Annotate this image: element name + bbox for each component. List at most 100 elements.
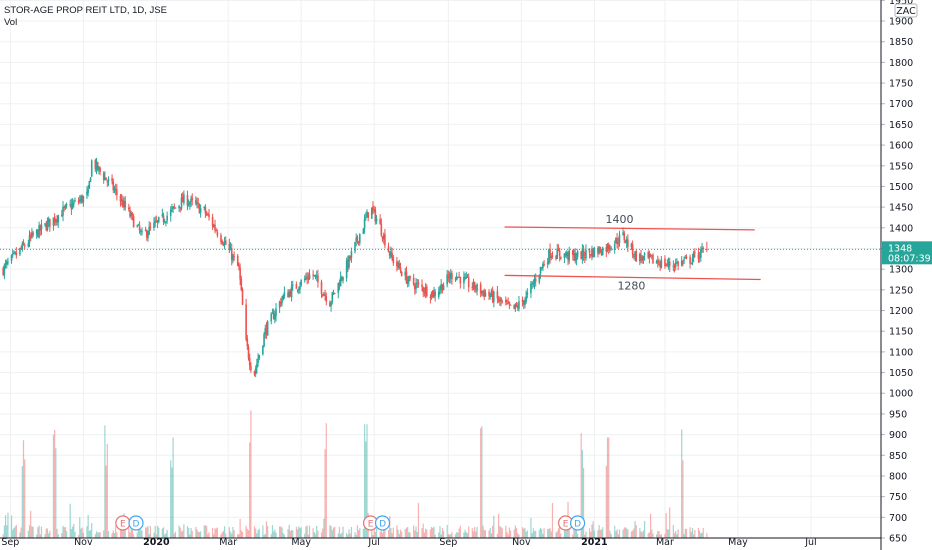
trend-line-1280[interactable] [504, 274, 761, 281]
candle-body [692, 252, 695, 259]
candle-body [250, 365, 252, 371]
candle-body [656, 260, 659, 263]
candle-body [132, 216, 135, 228]
candle-body [408, 276, 410, 282]
volume-bar [468, 526, 470, 538]
volume-bar [606, 437, 609, 538]
volume-bar [365, 441, 367, 538]
event-marker-D[interactable] [374, 515, 391, 531]
volume-bar [475, 531, 477, 538]
candle-body [422, 287, 425, 293]
candle-body [80, 196, 82, 201]
candle-body [337, 282, 340, 293]
candle-body [572, 250, 574, 256]
candle-body [63, 207, 66, 209]
volume-bar [330, 525, 332, 538]
volume-bar [440, 534, 442, 538]
candle-body [625, 239, 628, 244]
volume-bar [669, 507, 671, 538]
volume-bar [48, 533, 50, 538]
volume-bar [240, 530, 242, 538]
candle-body [683, 259, 685, 261]
volume-bar [45, 528, 47, 538]
volume-bar [690, 531, 692, 538]
volume-bar [641, 532, 643, 538]
event-marker-D[interactable] [569, 515, 586, 531]
candle-body [229, 247, 232, 251]
candle-body [81, 195, 83, 203]
volume-bar [466, 533, 469, 538]
y-tick-label: 1600 [889, 141, 913, 152]
volume-bar [146, 527, 148, 538]
volume-bar [501, 528, 503, 538]
x-tick-label: Nov [512, 537, 531, 548]
candle-body [171, 207, 173, 209]
candle-body [550, 256, 553, 258]
volume-bar [191, 530, 193, 538]
candle-body [338, 283, 341, 287]
volume-bar [590, 531, 592, 538]
candle-body [120, 199, 123, 202]
candle-body [77, 201, 80, 203]
volume-bar [189, 534, 191, 538]
volume-bar [457, 532, 459, 538]
volume-bar [429, 529, 432, 538]
volume-bar [530, 517, 532, 538]
volume-bar [329, 525, 331, 538]
volume-bar [178, 525, 180, 538]
candle-body [315, 276, 318, 278]
volume-bar [144, 527, 147, 538]
volume-bar [195, 526, 197, 538]
candle-body [373, 209, 375, 211]
candle-body [355, 237, 358, 242]
volume-bar [706, 533, 708, 538]
volume-bar [279, 526, 281, 538]
volume-bar [106, 443, 108, 538]
candle-body [32, 232, 34, 236]
candle-body [567, 252, 569, 260]
volume-bar [407, 526, 409, 538]
candle-body [222, 244, 225, 246]
candle-body [576, 251, 579, 258]
volume-bar [383, 526, 385, 538]
volume-bar [592, 521, 594, 538]
volume-bar [32, 526, 34, 538]
candle-body [409, 276, 411, 279]
y-tick-label: 700 [889, 513, 907, 524]
volume-bar [74, 531, 76, 538]
last-price-tag [882, 241, 932, 265]
volume-bar [676, 534, 678, 538]
volume-bar [640, 531, 642, 538]
candle-body [622, 232, 624, 235]
volume-bar [356, 525, 359, 538]
candle-body [119, 195, 122, 202]
candle-body [689, 256, 691, 264]
volume-bar [104, 425, 106, 538]
currency-badge[interactable] [894, 3, 918, 18]
event-marker-D[interactable] [128, 515, 144, 531]
candle-body [20, 247, 22, 249]
x-tick-label: 2021 [581, 537, 607, 548]
volume-bar [200, 531, 202, 538]
candle-body [431, 290, 434, 297]
volume-bar [417, 503, 420, 538]
volume-bar [347, 534, 349, 538]
trend-line-1400[interactable] [504, 226, 755, 231]
candle-body [430, 291, 433, 298]
volume-bar [337, 533, 339, 538]
volume-bar [66, 531, 68, 538]
volume-bar [103, 530, 105, 538]
candle-body [49, 218, 51, 227]
candle-body [449, 273, 452, 279]
candle-body [564, 254, 567, 256]
candle-body [518, 301, 520, 309]
y-tick-label: 900 [889, 430, 907, 441]
volume-bar [415, 526, 417, 538]
volume-bar [183, 524, 185, 538]
volume-bar [80, 528, 82, 538]
volume-bar [257, 529, 259, 538]
volume-bar [667, 529, 670, 538]
candle-body [35, 229, 38, 235]
volume-bar [600, 529, 603, 538]
